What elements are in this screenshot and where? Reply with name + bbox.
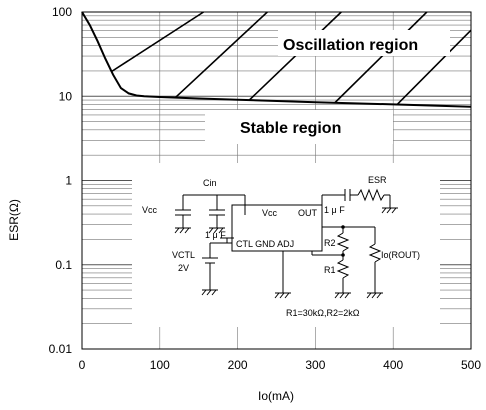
hatch-line: [334, 11, 428, 104]
stability-boundary: [81, 11, 472, 108]
x-axis-label: Io(mA): [258, 389, 294, 403]
esr-label: ESR: [368, 175, 387, 185]
hatch-line: [174, 11, 268, 99]
oscillation-region-label: Oscillation region: [283, 37, 418, 54]
x-tick-label: 200: [228, 358, 248, 372]
boundary-line: [81, 11, 472, 108]
hatch-line: [111, 11, 204, 73]
x-tick-label: 100: [150, 358, 170, 372]
x-tick-label: 400: [383, 358, 403, 372]
vcc-left-label: Vcc: [142, 205, 158, 215]
output-cap-label: 1 μ F: [324, 205, 345, 215]
tick-labels: 0 100 200 300 400 500 0.01 0.1 1 10 100: [49, 5, 482, 372]
vctl-value-label: 2V: [178, 263, 189, 273]
x-tick-label: 0: [79, 358, 86, 372]
vctl-label: VCTL: [172, 250, 195, 260]
x-tick-label: 300: [305, 358, 325, 372]
stable-region-label: Stable region: [240, 120, 341, 137]
cin-label: Cin: [203, 178, 217, 188]
resistor-values-label: R1=30kΩ,R2=2kΩ: [286, 308, 360, 318]
y-tick-label: 1: [65, 174, 72, 188]
oscillation-hatching: [111, 11, 472, 106]
r1-label: R1: [324, 265, 336, 275]
x-tick-label: 500: [461, 358, 481, 372]
ic-out-label: OUT: [298, 208, 318, 218]
circuit-labels: Vcc Cin Vcc OUT 1 μ F ESR 1 μ F VCTL 2V …: [142, 175, 420, 318]
test-circuit: [174, 188, 398, 299]
y-tick-label: 100: [52, 5, 72, 19]
ctl-cap-label: 1 μ F: [205, 230, 226, 240]
io-load-label: Io(ROUT): [381, 250, 420, 260]
y-tick-label: 0.1: [55, 258, 72, 272]
circuit-background: [132, 163, 440, 327]
r2-label: R2: [324, 238, 336, 248]
oscillation-label-bg: [278, 30, 450, 56]
circuit-dots: [341, 225, 345, 257]
ic-bottom-pins-label: CTL GND ADJ: [236, 239, 294, 249]
hatch-line: [248, 11, 342, 101]
ic-vcc-label: Vcc: [262, 208, 278, 218]
stable-label-bg: [205, 110, 393, 144]
y-tick-label: 10: [59, 89, 73, 103]
plot-frame: [81, 11, 472, 350]
hatch-line: [396, 29, 472, 106]
y-axis-label: ESR(Ω): [7, 199, 21, 241]
y-tick-label: 0.01: [49, 342, 73, 356]
